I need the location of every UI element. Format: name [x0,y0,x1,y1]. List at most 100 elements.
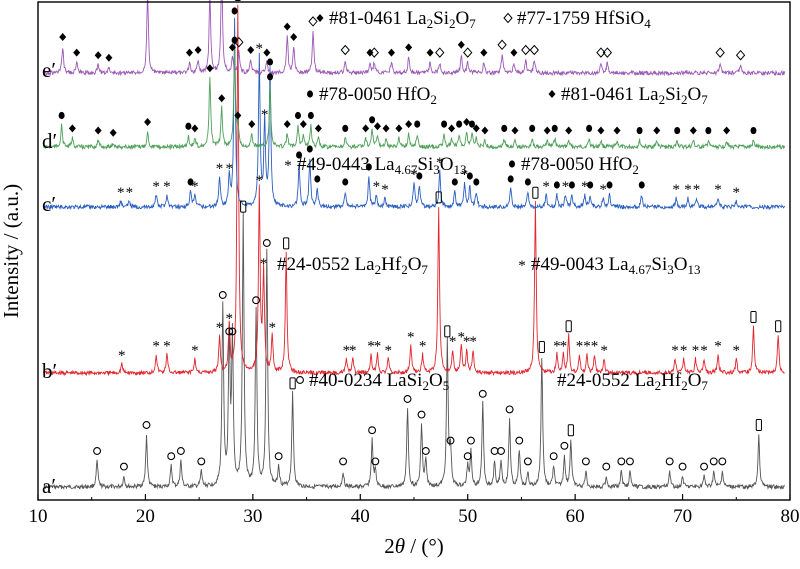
pattern-curves [42,0,786,491]
circle-marker [93,447,102,455]
diamond-marker [234,111,242,120]
legend-formula-part: 7 [469,16,476,31]
circle-marker [478,389,487,398]
diamond-marker [395,124,403,133]
curve-labels: a′ b′ c′ d′ e′ [42,58,57,498]
star-marker: * [152,339,160,355]
bar-marker [234,0,241,1]
circle-marker [119,462,128,471]
legend-formula-part: La [407,8,428,29]
curve-label: a′ [42,474,56,498]
legend-formula-part: 2 [655,378,662,393]
legend-formula-part: Si [651,254,667,275]
star-marker: * [562,179,570,195]
legend-formula-part: 13 [453,162,466,177]
legend-formula-part: O [429,370,443,391]
dot-marker [529,124,536,132]
x-tick-label: 70 [673,506,692,527]
legend-formula-part: 2 [632,162,639,177]
legend-entry: #40-0234 LaSi2​O5​ [309,370,449,393]
diamond-marker [105,53,113,62]
diamond-marker [68,124,76,133]
star-marker: * [256,173,264,189]
diamond-marker [228,43,236,52]
diamond-marker [314,124,322,133]
legend-formula-part: LaSi [387,370,423,391]
dot-marker [267,73,274,81]
legend-ref: #24-0552 [557,370,635,391]
legend-entry: #78-0050 HfO2​ [521,154,639,177]
dot-marker [568,181,575,189]
star-marker: * [374,339,382,355]
circle-marker [560,441,569,450]
x-tick-label: 30 [243,506,262,527]
diamond-marker [597,126,605,135]
star-marker: * [191,343,199,359]
open-diamond-marker [602,47,613,58]
diamond-marker [283,120,291,129]
dot-marker [507,175,514,183]
diamond-marker [689,126,697,135]
circle-marker [665,457,674,466]
diamond-marker [247,46,255,54]
star-marker: * [152,179,160,195]
diamond-marker [194,46,202,54]
diamond-marker [463,117,471,126]
circle-marker [368,426,377,435]
circle-marker [718,457,727,466]
star-marker: * [419,339,427,355]
circle-marker [709,457,718,466]
diamond-marker [144,117,152,126]
dot-marker [636,126,643,135]
circle-marker [515,436,524,445]
diamond-marker [405,120,413,129]
star-marker: * [684,182,692,198]
star-marker: * [261,107,269,123]
star-marker: * [553,339,561,355]
diamond-marker [405,43,413,52]
open-diamond-marker [596,47,606,58]
x-label-unit: / (°) [405,534,444,558]
circle-marker [678,462,687,471]
circle-marker [417,410,426,419]
diamond-marker [723,126,731,135]
dot-marker [551,124,558,132]
star-marker: * [583,339,591,355]
diamond-marker [481,126,489,135]
legend-formula-part: 2 [681,378,688,393]
diamond-marker [109,128,117,137]
bar-marker [567,424,574,437]
dot-marker [501,124,508,132]
legend-formula-part: 4.67 [395,162,418,177]
star-marker: * [284,158,292,174]
star-marker: * [518,258,526,274]
legend-formula-part: O [688,370,702,391]
open-diamond-marker [463,47,473,58]
diamond-marker [426,48,434,57]
diamond-marker [613,126,621,135]
legend-ref: #49-0043 [531,254,609,275]
dot-marker [524,178,531,186]
star-marker: * [714,182,722,198]
x-tick-label: 10 [29,506,48,527]
dot-marker [231,36,238,44]
star-marker: * [469,334,477,350]
circle-marker [505,405,514,414]
circle-marker [218,291,227,299]
legend-formula-part: 2 [422,378,429,393]
circle-marker [274,452,283,461]
x-tick-label: 50 [458,506,477,527]
legend-formula-part: Si [433,8,449,29]
dot-marker [750,126,757,135]
phase-markers: ** * ******** ** *** * *** ** * * * * * * * * * ** * * * ** **… [58,0,782,471]
dot-marker [267,58,274,66]
legend-entry: #81-0461 La2​Si2​O7​ [329,8,476,31]
open-diamond-marker [369,47,379,58]
diamond-marker [185,48,193,57]
circle-marker [142,421,151,429]
circle-marker [296,376,304,384]
star-marker: * [714,339,722,355]
circle-marker [581,457,590,466]
x-tick-label: 80 [781,506,800,527]
dot-marker [587,181,594,189]
